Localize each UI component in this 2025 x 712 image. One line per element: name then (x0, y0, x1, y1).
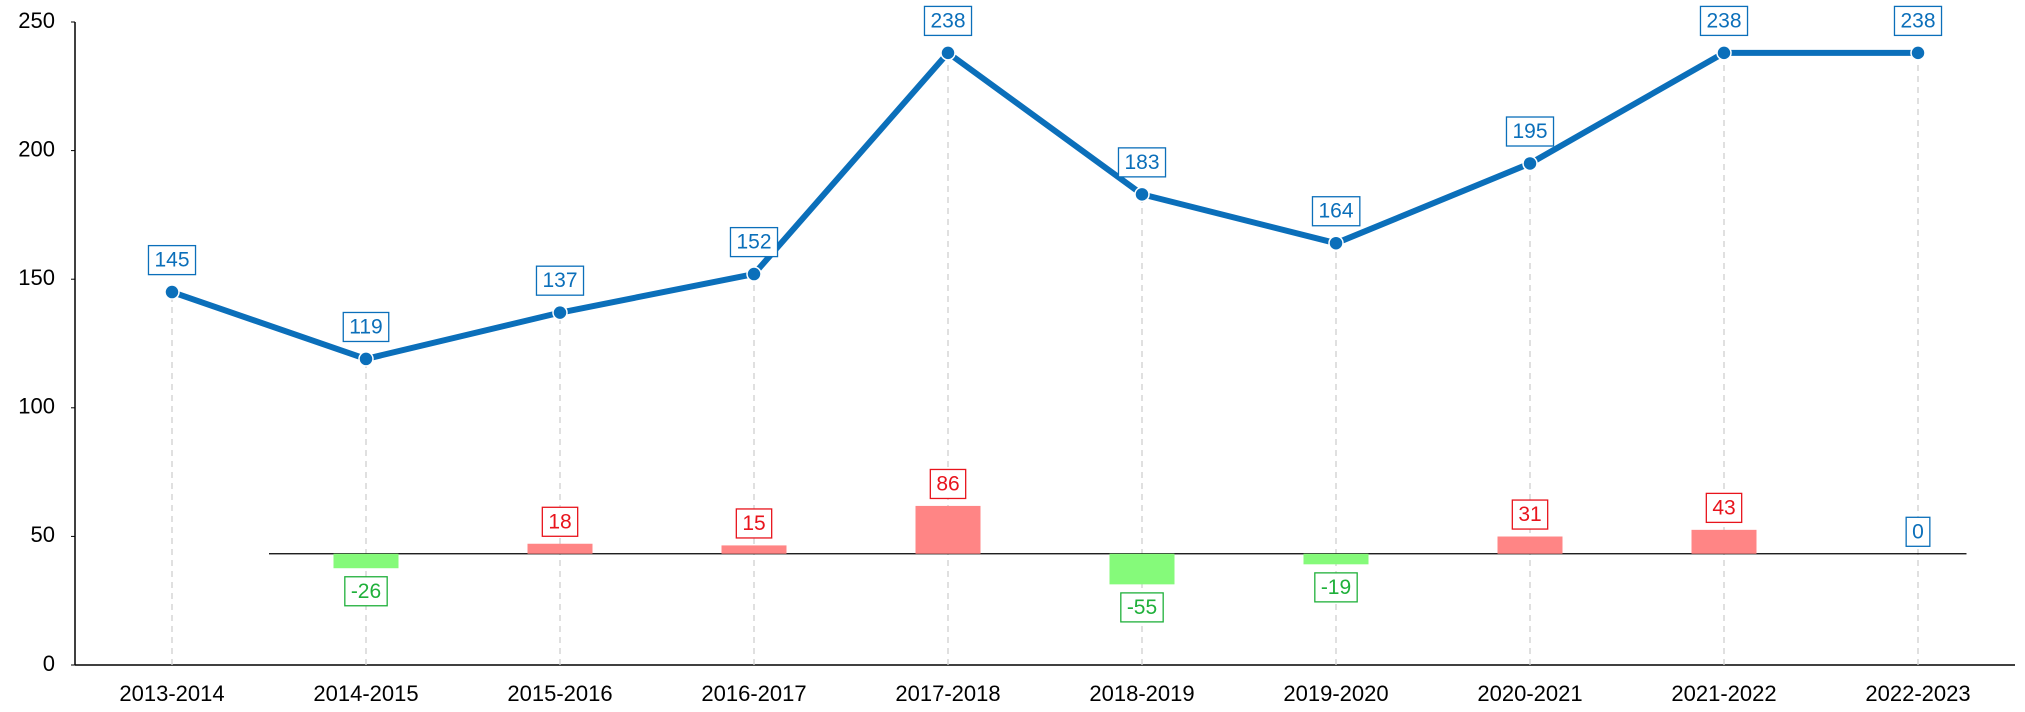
bar-label: -26 (351, 580, 381, 603)
point (164, 284, 180, 300)
bar-label-box (735, 508, 773, 539)
bar-label: 86 (936, 472, 959, 495)
bar-label-box (1120, 592, 1164, 623)
value-label: 145 (154, 249, 189, 272)
bar (527, 543, 593, 554)
x-tick-label: 2019-2020 (1283, 681, 1388, 706)
bar-label: 43 (1712, 496, 1735, 519)
value-label-box (729, 226, 779, 258)
x-tick-label: 2015-2016 (507, 681, 612, 706)
bar-label-box (1314, 572, 1358, 603)
value-label: 238 (930, 9, 965, 32)
value-label-box (1117, 147, 1167, 178)
bar (1691, 529, 1757, 554)
value-label: 195 (1512, 120, 1547, 143)
bar (915, 505, 981, 554)
x-tick-label: 2017-2018 (895, 681, 1000, 706)
y-tick-label: 200 (18, 136, 55, 161)
x-tick-label: 2014-2015 (313, 681, 418, 706)
bar-label-box (1705, 492, 1743, 524)
y-tick-label: 150 (18, 265, 55, 290)
y-tick-label: 0 (43, 651, 55, 676)
value-label: 137 (542, 269, 577, 292)
y-tick-label: 50 (31, 522, 55, 547)
bar-label: 0 (1912, 520, 1924, 543)
point (552, 304, 568, 321)
line (171, 49, 1918, 362)
point (1910, 45, 1926, 61)
value-label-box (147, 244, 197, 276)
bar-label-box (1905, 516, 1931, 547)
value-label: 152 (736, 231, 771, 254)
value-label: 119 (349, 315, 382, 338)
bar-label-box (344, 576, 388, 607)
point (1716, 45, 1732, 61)
value-label: 238 (1706, 9, 1741, 32)
value-label-box (1311, 196, 1361, 227)
x-tick-label: 2013-2014 (119, 681, 224, 706)
value-label: 238 (1900, 9, 1935, 32)
bar-label-box (1511, 499, 1549, 530)
bar (1497, 536, 1563, 554)
value-label: 164 (1318, 200, 1353, 223)
x-tick-label: 2021-2022 (1671, 681, 1776, 706)
value-label-box (923, 5, 973, 37)
value-label-box (1893, 5, 1943, 37)
value-label-box (1505, 116, 1555, 147)
value-label-box (535, 265, 585, 296)
point (1134, 186, 1150, 203)
bar (721, 545, 787, 554)
point (746, 266, 762, 282)
point (1328, 235, 1344, 251)
y-tick-label: 100 (18, 394, 55, 419)
value-label: 183 (1124, 151, 1159, 174)
bar (1109, 553, 1175, 585)
x-tick-label: 2016-2017 (701, 681, 806, 706)
bar-label-box (929, 468, 967, 500)
value-label-box (342, 311, 390, 343)
bar-label: 15 (742, 512, 765, 535)
bar (333, 553, 399, 569)
bar-label: -19 (1321, 576, 1351, 599)
x-tick-label: 2020-2021 (1477, 681, 1582, 706)
bar-label: 18 (548, 510, 571, 533)
point (1522, 155, 1538, 172)
x-tick-label: 2022-2023 (1865, 681, 1970, 706)
bar-label: -55 (1127, 596, 1157, 619)
x-tick-label: 2018-2019 (1089, 681, 1194, 706)
bar (1303, 553, 1369, 565)
bar-label-box (541, 506, 579, 537)
point (940, 45, 956, 61)
y-tick-label: 250 (18, 8, 55, 33)
value-label-box (1699, 5, 1749, 37)
point (358, 351, 374, 367)
bar-label: 31 (1518, 503, 1541, 526)
